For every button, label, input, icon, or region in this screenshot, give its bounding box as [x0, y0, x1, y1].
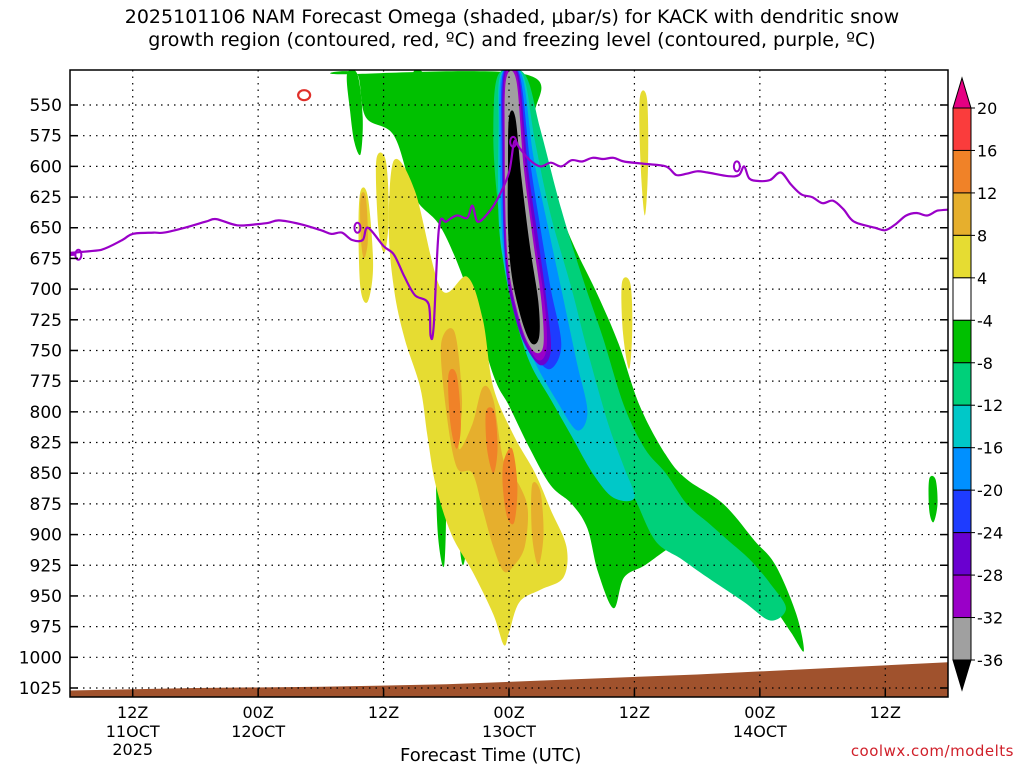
- x-tick-date-label: 14OCT: [733, 722, 787, 741]
- omega-region-weak-upward-streak-1: [412, 70, 428, 136]
- y-tick-label: 975: [30, 618, 62, 638]
- y-tick-label: 550: [30, 96, 62, 116]
- y-tick-label: 600: [30, 157, 62, 177]
- colorbar-box: [952, 362, 972, 406]
- y-tick-label: 575: [30, 127, 62, 147]
- y-tick-label: 775: [30, 372, 62, 392]
- y-tick-label: 700: [30, 280, 62, 300]
- freezing-level-loop-3: [732, 160, 741, 173]
- dendritic-growth-contour: [297, 89, 312, 102]
- colorbar-box: [952, 319, 972, 364]
- colorbar-box: [952, 149, 972, 194]
- omega-region-weak-upward-right-blob: [928, 475, 938, 523]
- y-tick-label: 875: [30, 495, 62, 515]
- colorbar-label: -12: [977, 396, 1003, 415]
- omega-region-strong-downward-C: [502, 447, 518, 525]
- surface-terrain: [70, 662, 948, 697]
- colorbar-box: [952, 277, 972, 321]
- grid-lines: [70, 70, 948, 697]
- omega-region-strong-downward: [448, 368, 461, 449]
- omega-region-peak-upward-motion-core: [507, 110, 540, 345]
- omega-region-weak-upward-upper-column: [346, 70, 363, 156]
- x-tick-label: 00Z: [744, 703, 775, 722]
- x-tick-year-label: 2025: [112, 740, 153, 759]
- dendritic-growth-loop: [297, 89, 312, 102]
- colorbar-label: 12: [977, 184, 997, 203]
- x-tick-date-label: 11OCT: [106, 722, 160, 741]
- colorbar-box: [952, 617, 972, 661]
- y-tick-label: 650: [30, 219, 62, 239]
- x-axis-title: Forecast Time (UTC): [400, 745, 582, 766]
- colorbar-label: -8: [977, 354, 993, 373]
- x-tick-label: 00Z: [242, 703, 273, 722]
- colorbar-box: [952, 234, 972, 279]
- freezing-level-line: [70, 139, 948, 341]
- x-tick-label: 12Z: [368, 703, 399, 722]
- colorbar-label: -4: [977, 311, 993, 330]
- colorbar-label: -32: [977, 609, 1003, 628]
- y-tick-label: 675: [30, 249, 62, 269]
- colorbar-box: [952, 192, 972, 236]
- y-axis: 550 575 600 625 650 675 700 725 750 775 800 825 850 8…: [19, 96, 948, 699]
- chart-title: 2025101106 NAM Forecast Omega (shaded, μ…: [0, 6, 1024, 52]
- y-tick-label: 1025: [19, 679, 62, 699]
- y-tick-label: 725: [30, 311, 62, 331]
- y-tick-label: 800: [30, 403, 62, 423]
- colorbar-box: [952, 532, 972, 576]
- colorbar-box: [952, 489, 972, 534]
- omega-region-strong-downward-B: [485, 407, 498, 474]
- omega-region-downward-streak-A: [375, 152, 389, 253]
- colorbar-label: -24: [977, 524, 1003, 543]
- y-tick-label: 1000: [19, 648, 62, 668]
- y-tick-label: 900: [30, 526, 62, 546]
- freezing-level-contour: [70, 135, 948, 341]
- x-tick-date-label: 12OCT: [231, 722, 285, 741]
- y-tick-label: 850: [30, 464, 62, 484]
- freezing-level-loop-2: [509, 135, 518, 148]
- omega-region-moderate-downward-B: [360, 192, 368, 259]
- omega-region-downward-streak-B: [639, 90, 649, 216]
- freezing-level-loop-0: [74, 248, 83, 261]
- y-tick-label: 825: [30, 434, 62, 454]
- x-tick-label: 00Z: [493, 703, 524, 722]
- freezing-level-loop-1: [353, 221, 362, 234]
- y-tick-label: 750: [30, 341, 62, 361]
- colorbar-top-arrow: [952, 76, 972, 109]
- x-tick-label: 12Z: [117, 703, 148, 722]
- omega-region-moderate-downward-C: [531, 482, 544, 566]
- colorbar-label: -36: [977, 651, 1003, 670]
- colorbar-label: -20: [977, 481, 1003, 500]
- colorbar-label: -28: [977, 566, 1003, 585]
- colorbar-box: [952, 404, 972, 449]
- colorbar-bottom-arrow: [952, 659, 972, 692]
- colorbar-box: [952, 447, 972, 491]
- omega-region-weak-upward-streak-3: [456, 108, 473, 228]
- colorbar-label: 4: [977, 269, 987, 288]
- credit-link[interactable]: coolwx.com/modelts: [850, 742, 1014, 760]
- omega-field: [70, 70, 948, 697]
- y-tick-label: 625: [30, 188, 62, 208]
- colorbar-box: [952, 574, 972, 619]
- colorbar: 20 16 12 8 4 -4 -8 -12 -16 -20 -24 -28 -32 -36: [952, 76, 1003, 692]
- x-tick-label: 12Z: [619, 703, 650, 722]
- x-tick-date-label: 13OCT: [482, 722, 536, 741]
- colorbar-label: 20: [977, 99, 997, 118]
- colorbar-label: -16: [977, 439, 1003, 458]
- colorbar-box: [952, 107, 972, 151]
- omega-region-weak-upward-streak-2: [440, 82, 455, 216]
- y-tick-label: 950: [30, 587, 62, 607]
- chart-title-line2: growth region (contoured, red, ºC) and f…: [148, 29, 876, 51]
- colorbar-label: 8: [977, 226, 987, 245]
- chart-title-line1: 2025101106 NAM Forecast Omega (shaded, μ…: [124, 6, 900, 28]
- omega-region-downward-streak-C: [621, 277, 633, 369]
- colorbar-label: 16: [977, 141, 997, 160]
- x-tick-label: 12Z: [870, 703, 901, 722]
- y-tick-label: 925: [30, 556, 62, 576]
